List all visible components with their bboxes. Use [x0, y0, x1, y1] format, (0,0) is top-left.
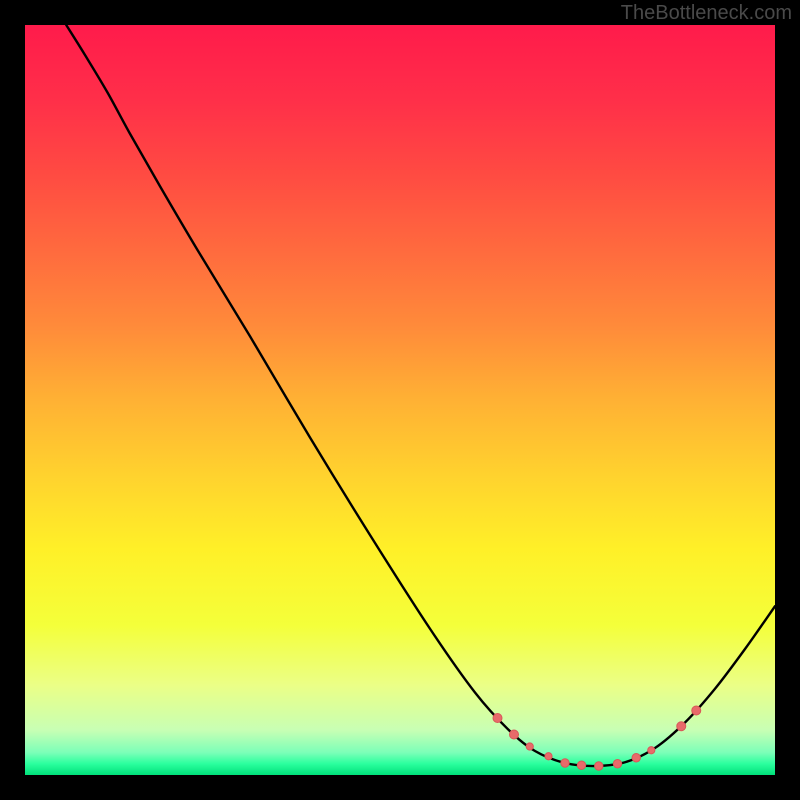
watermark-text: TheBottleneck.com	[621, 2, 792, 25]
marker-dot	[510, 730, 519, 739]
marker-dot	[692, 706, 701, 715]
plot-area	[25, 25, 775, 775]
chart-svg	[25, 25, 775, 775]
marker-dot	[545, 753, 552, 760]
marker-dot	[677, 722, 686, 731]
marker-dot	[595, 762, 603, 770]
marker-dot	[632, 754, 640, 762]
marker-dot	[493, 714, 502, 723]
marker-dot	[526, 743, 533, 750]
bottleneck-curve	[66, 25, 775, 766]
marker-dot	[577, 761, 585, 769]
marker-dot	[561, 759, 569, 767]
marker-dot	[648, 747, 655, 754]
marker-dot	[613, 760, 621, 768]
